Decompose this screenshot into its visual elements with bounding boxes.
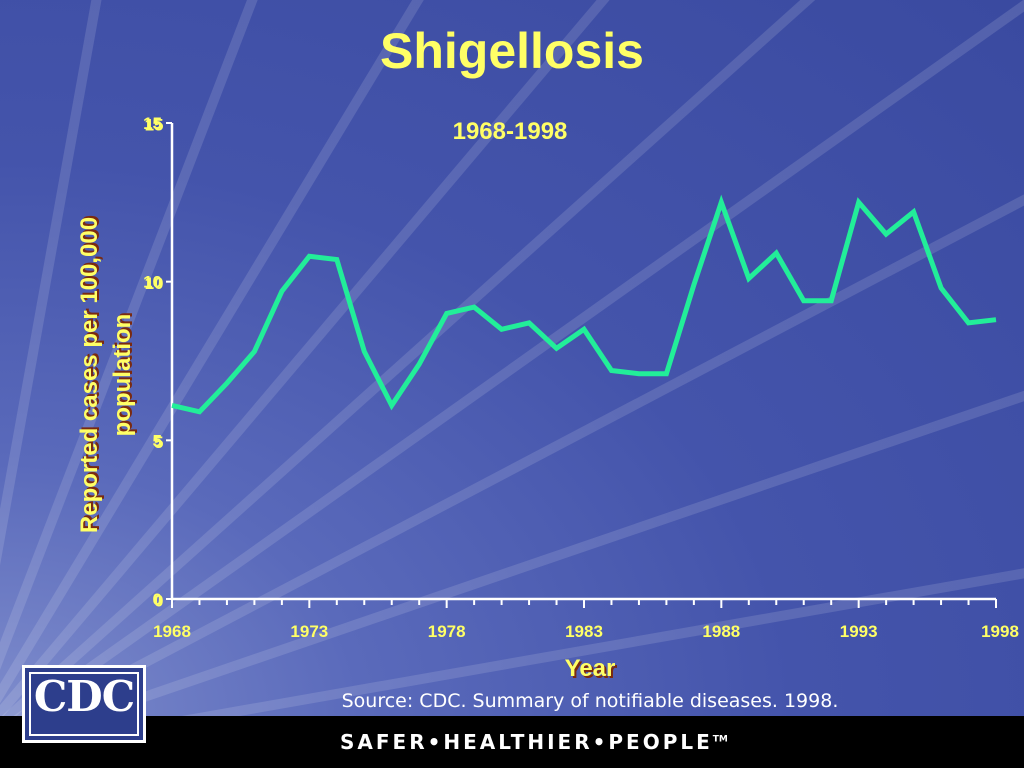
y-tick-label-shadow: 0 (154, 592, 163, 611)
cdc-logo-text: CDC (33, 672, 135, 721)
y-tick-label-shadow: 15 (145, 116, 164, 135)
y-tick-label: 10 (143, 273, 162, 292)
background-rays (0, 0, 1024, 716)
footer-tagline: SAFER•HEALTHIER•PEOPLETM (340, 730, 780, 754)
cdc-logo: CDC (22, 665, 146, 743)
tagline-text: SAFER•HEALTHIER•PEOPLE (340, 730, 713, 754)
x-tick-label: 1983 (565, 622, 603, 641)
source-citation: Source: CDC. Summary of notifiable disea… (341, 690, 839, 712)
y-tick-label-shadow: 10 (145, 274, 164, 293)
y-axis-label: Reported cases per 100,000 population (76, 216, 136, 534)
x-tick-label: 1978 (428, 622, 466, 641)
x-tick-label: 1993 (840, 622, 878, 641)
footer-bar (0, 716, 1024, 768)
x-axis-label: Year (564, 655, 616, 682)
x-tick-label: 1988 (702, 622, 740, 641)
y-tick-label: 0 (153, 590, 162, 609)
y-tick-label: 5 (153, 431, 162, 450)
series-line (171, 194, 997, 415)
y-tick-label: 15 (143, 114, 162, 133)
chart-subtitle: 1968-1998 (452, 118, 568, 145)
chart-series (171, 194, 997, 415)
y-tick-label-shadow: 5 (154, 433, 163, 452)
cdc-logo-frame (29, 672, 139, 736)
x-tick-label: 1973 (290, 622, 328, 641)
slide-title: Shigellosis (380, 23, 644, 79)
trademark-mark: TM (712, 734, 728, 745)
x-tick-label: 1968 (153, 622, 191, 641)
chart-axes (170, 123, 996, 601)
slide-background (0, 0, 1024, 716)
x-tick-label: 1998 (981, 622, 1019, 641)
